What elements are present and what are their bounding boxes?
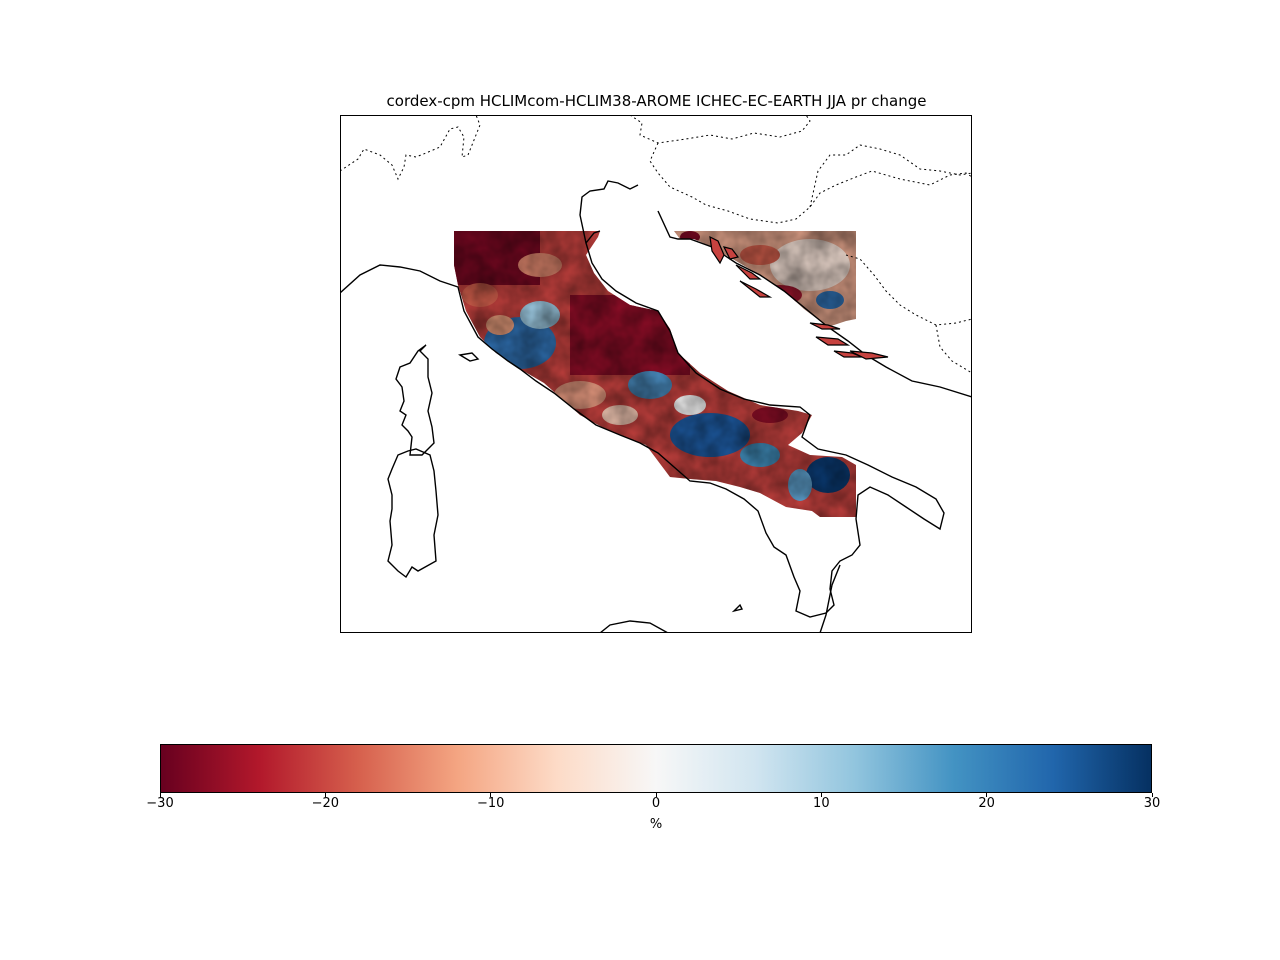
colorbar-tick-label: 0 — [651, 796, 661, 811]
colorbar-tick-label: −20 — [311, 796, 340, 811]
colorbar-tickmark — [324, 793, 326, 797]
map-panel — [340, 115, 972, 633]
colorbar-tickmark — [159, 793, 161, 797]
colorbar-tickmark — [655, 793, 657, 797]
colorbar-tickmark — [820, 793, 822, 797]
colorbar-border — [160, 744, 1152, 793]
islands — [709, 235, 889, 360]
colorbar-tickmark — [490, 793, 492, 797]
colorbar-tick-label: 10 — [813, 796, 830, 811]
colorbar-tickmark — [986, 793, 988, 797]
pr-change-field-croatia — [674, 231, 856, 327]
colorbar — [160, 744, 1152, 793]
colorbar-gradient — [160, 744, 1152, 793]
colorbar-tick-label: 30 — [1143, 796, 1161, 811]
map-frame-border — [340, 115, 972, 633]
borders — [340, 115, 972, 374]
colorbar-tickmark — [1151, 793, 1153, 797]
colorbar-label: % — [649, 817, 663, 832]
colorbar-tick-label: −10 — [476, 796, 505, 811]
colorbar-tick-label: 20 — [978, 796, 995, 811]
coastline — [340, 180, 972, 633]
colorbar-tick-label: −30 — [146, 796, 174, 811]
map-title: cordex-cpm HCLIMcom-HCLIM38-AROME ICHEC-… — [386, 92, 927, 110]
